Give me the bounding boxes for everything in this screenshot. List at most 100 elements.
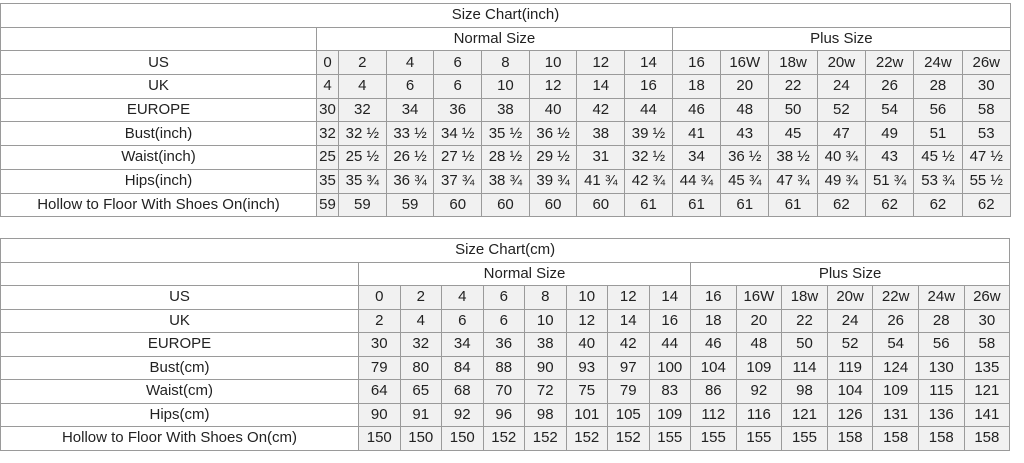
- table-cell: 61: [624, 192, 673, 218]
- table-cell: 6: [433, 74, 483, 99]
- table-cell: 16: [690, 285, 737, 310]
- table-cell: 36: [482, 332, 525, 357]
- table-cell: 34: [671, 145, 722, 170]
- table-cell: 44 ¾: [671, 168, 722, 194]
- table-cell: 41: [671, 121, 722, 147]
- table-cell: 47: [816, 121, 867, 147]
- table-cell: 35: [316, 168, 339, 194]
- table-cell: 158: [917, 426, 965, 451]
- table-cell: 158: [963, 426, 1011, 451]
- table-cell: 45: [768, 121, 818, 147]
- table-cell: 54: [864, 97, 915, 123]
- table-cell: 0: [358, 285, 401, 310]
- row-label: EUROPE: [0, 332, 359, 357]
- row-label: Waist(inch): [0, 145, 317, 170]
- table-cell: 38: [524, 332, 567, 357]
- table-cell: 109: [735, 355, 783, 380]
- table-cell: 35 ½: [481, 121, 530, 147]
- table-cell: 40: [565, 332, 608, 357]
- table-cell: 47 ½: [961, 145, 1011, 170]
- table-title: Size Chart(cm): [0, 238, 1011, 263]
- table-cell: 72: [524, 379, 567, 404]
- table-cell: 64: [358, 379, 401, 404]
- table-cell: 42: [576, 97, 626, 123]
- table-cell: 2: [338, 50, 387, 76]
- table-cell: 38: [481, 97, 530, 123]
- table-cell: 20w: [816, 50, 867, 76]
- table-cell: 48: [735, 332, 783, 357]
- table-cell: 86: [690, 379, 737, 404]
- table-cell: 32: [316, 121, 339, 147]
- table-cell: 150: [358, 426, 401, 451]
- table-cell: 88: [482, 355, 525, 380]
- table-cell: 59: [385, 192, 435, 218]
- table-cell: 158: [826, 426, 874, 451]
- table-row: Bust(cm) 79 80 84 88 90 93 97 100 104 109 114 119 124…: [0, 355, 1011, 380]
- table-cell: 14: [648, 285, 691, 310]
- table-cell: 36 ½: [720, 145, 770, 170]
- table-cell: 36 ½: [528, 121, 578, 147]
- table-cell: 0: [316, 50, 339, 76]
- table-cell: 62: [913, 192, 963, 218]
- table-cell: 49: [864, 121, 915, 147]
- table-cell: 26: [864, 74, 915, 99]
- table-cell: 152: [607, 426, 650, 451]
- table-cell: 8: [481, 50, 530, 76]
- table-cell: 6: [482, 308, 525, 333]
- table-cell: 10: [524, 308, 567, 333]
- table-cell: 27 ½: [433, 145, 483, 170]
- table-cell: 136: [917, 402, 965, 427]
- table-cell: 75: [565, 379, 608, 404]
- table-cell: 24: [826, 308, 874, 333]
- table-cell: 92: [441, 402, 484, 427]
- table-cell: 4: [316, 74, 339, 99]
- table-cell: 83: [648, 379, 691, 404]
- group-header-spacer: [0, 261, 359, 286]
- table-cell: 98: [524, 402, 567, 427]
- table-cell: 150: [399, 426, 442, 451]
- table-cell: 56: [917, 332, 965, 357]
- table-cell: 150: [441, 426, 484, 451]
- table-cell: 155: [735, 426, 783, 451]
- table-cell: 68: [441, 379, 484, 404]
- table-cell: 61: [671, 192, 722, 218]
- row-label: Hollow to Floor With Shoes On(inch): [0, 192, 317, 218]
- table-cell: 37 ¾: [433, 168, 483, 194]
- row-label: Waist(cm): [0, 379, 359, 404]
- table-row: UK 4 4 6 6 10 12 14 16 18 20 22 24 26 28 30: [0, 74, 1011, 99]
- row-label: Hollow to Floor With Shoes On(cm): [0, 426, 359, 451]
- row-label: UK: [0, 74, 317, 99]
- table-cell: 61: [768, 192, 818, 218]
- table-cell: 12: [528, 74, 578, 99]
- table-cell: 36 ¾: [385, 168, 435, 194]
- table-cell: 100: [648, 355, 691, 380]
- group-header-row: Normal Size Plus Size: [0, 261, 1011, 286]
- table-cell: 50: [781, 332, 828, 357]
- table-row: EUROPE 30 32 34 36 38 40 42 44 46 48 50 52 54 56 58: [0, 97, 1011, 123]
- table-cell: 130: [917, 355, 965, 380]
- row-label: Hips(cm): [0, 402, 359, 427]
- table-cell: 4: [399, 308, 442, 333]
- table-cell: 80: [399, 355, 442, 380]
- table-cell: 10: [528, 50, 578, 76]
- table-cell: 14: [624, 50, 673, 76]
- table-cell: 40: [528, 97, 578, 123]
- table-cell: 47 ¾: [768, 168, 818, 194]
- table-cell: 12: [565, 308, 608, 333]
- table-cell: 28 ½: [481, 145, 530, 170]
- size-chart-inch-table: Size Chart(inch) Normal Size Plus Size US 0 2…: [0, 3, 1011, 218]
- table-cell: 141: [963, 402, 1011, 427]
- table-cell: 45 ¾: [720, 168, 770, 194]
- table-cell: 59: [338, 192, 387, 218]
- table-cell: 12: [576, 50, 626, 76]
- group-header-plus-size: Plus Size: [671, 26, 1011, 52]
- table-row: US 0 2 4 6 8 10 12 14 16 16W 18w 20w 22w 24w 26w: [0, 285, 1011, 310]
- table-cell: 16: [648, 308, 691, 333]
- table-row: US 0 2 4 6 8 10 12 14 16 16W 18w 20w 22w 24w 26w: [0, 50, 1011, 76]
- table-cell: 41 ¾: [576, 168, 626, 194]
- table-cell: 60: [576, 192, 626, 218]
- table-cell: 4: [385, 50, 435, 76]
- table-cell: 58: [963, 332, 1011, 357]
- table-cell: 52: [826, 332, 874, 357]
- table-cell: 115: [917, 379, 965, 404]
